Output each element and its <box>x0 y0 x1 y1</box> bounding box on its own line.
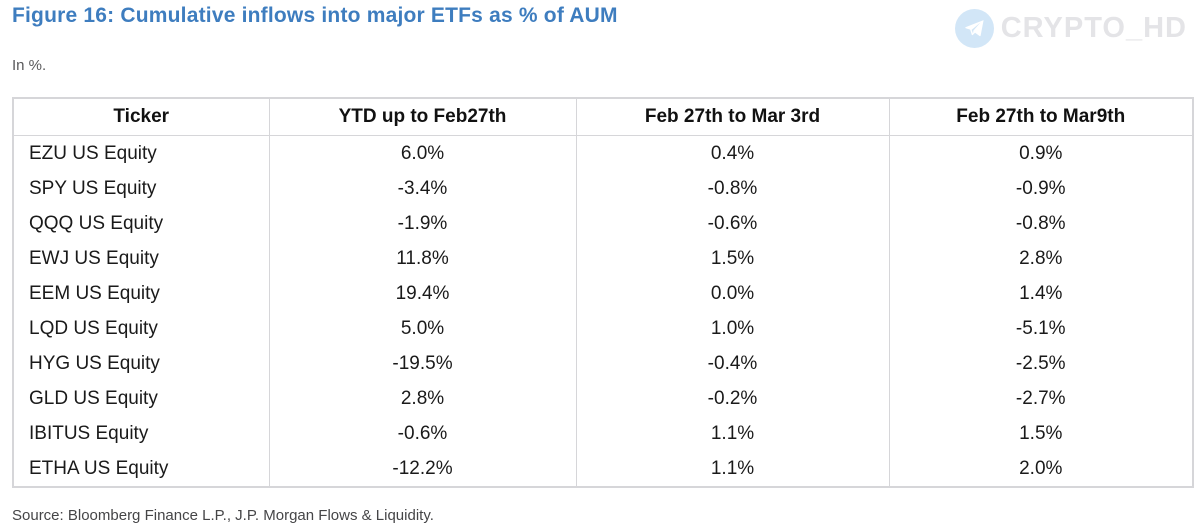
telegram-paper-plane-icon <box>954 9 994 48</box>
value-cell: 2.8% <box>888 241 1193 276</box>
table-row: EWJ US Equity 11.8% 1.5% 2.8% <box>13 241 1193 276</box>
value-cell: -0.6% <box>268 416 576 451</box>
value-cell: 1.5% <box>888 416 1193 451</box>
value-cell: 0.4% <box>575 135 889 171</box>
column-header-ticker: Ticker <box>13 98 269 136</box>
value-cell: 2.0% <box>888 451 1193 487</box>
value-cell: -1.9% <box>268 206 576 241</box>
value-cell: -0.8% <box>575 171 889 206</box>
ticker-cell: GLD US Equity <box>29 387 158 409</box>
value-cell: 1.4% <box>888 276 1193 311</box>
figure-title: Figure 16: Cumulative inflows into major… <box>12 4 618 27</box>
value-cell: -5.1% <box>888 311 1193 346</box>
value-cell: 0.9% <box>888 135 1193 171</box>
ticker-cell: SPY US Equity <box>29 177 157 199</box>
value-cell: 1.5% <box>575 241 889 276</box>
value-cell: -2.5% <box>888 346 1193 381</box>
value-cell: -0.6% <box>575 206 889 241</box>
value-cell: -12.2% <box>268 451 576 487</box>
value-cell: -0.2% <box>575 381 889 416</box>
ticker-cell: IBITUS Equity <box>29 422 149 444</box>
table-row: GLD US Equity 2.8% -0.2% -2.7% <box>13 381 1193 416</box>
watermark-label: CRYPTO_HD <box>1000 12 1187 44</box>
value-cell: -0.9% <box>888 171 1193 206</box>
value-cell: -0.8% <box>888 206 1193 241</box>
column-header-ytd: YTD up to Feb27th <box>268 98 576 136</box>
value-cell: 2.8% <box>268 381 576 416</box>
ticker-cell: HYG US Equity <box>29 352 160 374</box>
value-cell: 1.1% <box>575 451 889 487</box>
ticker-cell: LQD US Equity <box>29 317 158 339</box>
ticker-cell: EWJ US Equity <box>29 247 159 269</box>
ticker-cell: EEM US Equity <box>29 282 160 304</box>
table-row: ETHA US Equity -12.2% 1.1% 2.0% <box>13 451 1193 487</box>
value-cell: -0.4% <box>575 346 889 381</box>
value-cell: 1.1% <box>575 416 889 451</box>
value-cell: 11.8% <box>268 241 576 276</box>
column-header-mar9: Feb 27th to Mar9th <box>888 98 1193 136</box>
value-cell: 6.0% <box>268 135 576 171</box>
value-cell: 5.0% <box>268 311 576 346</box>
table-row: LQD US Equity 5.0% 1.0% -5.1% <box>13 311 1193 346</box>
table-row: HYG US Equity -19.5% -0.4% -2.5% <box>13 346 1193 381</box>
ticker-cell: EZU US Equity <box>29 142 157 164</box>
table-row: EEM US Equity 19.4% 0.0% 1.4% <box>13 276 1193 311</box>
table-row: IBITUS Equity -0.6% 1.1% 1.5% <box>13 416 1193 451</box>
value-cell: -3.4% <box>268 171 576 206</box>
table-header-row: Ticker YTD up to Feb27th Feb 27th to Mar… <box>13 98 1193 136</box>
etf-flows-table: Ticker YTD up to Feb27th Feb 27th to Mar… <box>12 97 1194 488</box>
source-note: Source: Bloomberg Finance L.P., J.P. Mor… <box>12 507 434 524</box>
ticker-cell: ETHA US Equity <box>29 457 169 479</box>
table-row: SPY US Equity -3.4% -0.8% -0.9% <box>13 171 1193 206</box>
value-cell: -19.5% <box>268 346 576 381</box>
column-header-mar3: Feb 27th to Mar 3rd <box>575 98 889 136</box>
value-cell: -2.7% <box>888 381 1193 416</box>
table-row: QQQ US Equity -1.9% -0.6% -0.8% <box>13 206 1193 241</box>
value-cell: 1.0% <box>575 311 889 346</box>
watermark: CRYPTO_HD <box>954 9 1187 48</box>
figure-subtitle: In %. <box>12 57 47 74</box>
value-cell: 0.0% <box>575 276 889 311</box>
ticker-cell: QQQ US Equity <box>29 212 164 234</box>
table-row: EZU US Equity 6.0% 0.4% 0.9% <box>13 135 1193 171</box>
value-cell: 19.4% <box>268 276 576 311</box>
